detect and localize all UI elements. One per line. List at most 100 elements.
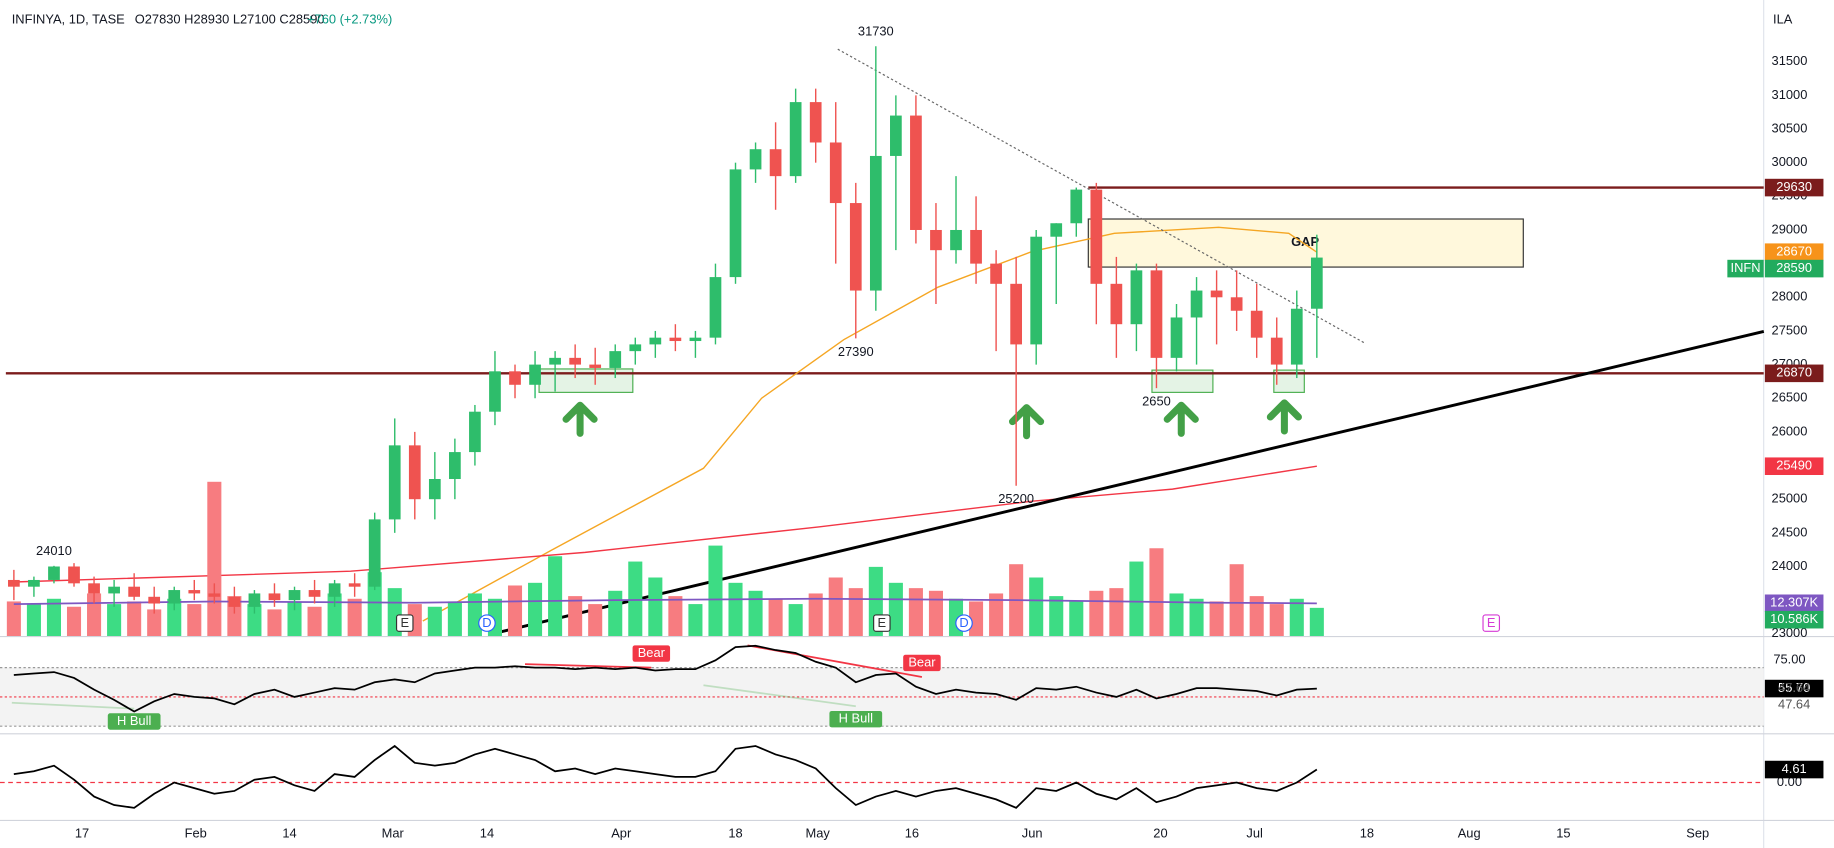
candle-body — [589, 364, 602, 368]
volume-bar — [1029, 577, 1044, 636]
y-tick-label: 24500 — [1772, 524, 1808, 539]
volume-bar — [427, 606, 442, 636]
volume-bar — [1289, 598, 1304, 636]
candle-body — [549, 357, 561, 365]
volume-bar — [347, 598, 362, 636]
volume-bar — [1169, 593, 1184, 636]
volume-bar — [668, 596, 683, 636]
gap-box — [1087, 218, 1524, 268]
axis-label-box — [1764, 457, 1824, 476]
y-tick-label: 25000 — [1772, 491, 1808, 506]
y-tick-label: 26500 — [1772, 390, 1808, 405]
candle-body — [649, 337, 662, 345]
gap-label: GAP — [1291, 234, 1319, 249]
divergence-tag — [903, 654, 941, 672]
candle-body — [709, 277, 722, 338]
axis-label-box — [1764, 259, 1824, 278]
candle-body — [869, 155, 882, 291]
volume-bar — [6, 601, 21, 636]
volume-bar — [447, 601, 462, 636]
up-arrow — [1008, 404, 1045, 440]
candle-body — [669, 337, 682, 342]
volume-bar — [989, 593, 1004, 636]
candle-body — [629, 344, 642, 352]
candle-body — [970, 229, 982, 264]
up-arrow — [1266, 399, 1302, 435]
volume-bar — [848, 588, 863, 636]
volume-bar — [1109, 588, 1124, 636]
y-tick-label: 24000 — [1772, 558, 1808, 573]
candle-body — [88, 583, 100, 594]
volume-bar — [187, 604, 202, 636]
divergence-line — [524, 663, 652, 669]
candle-body — [1130, 270, 1143, 325]
candle-body — [348, 583, 361, 587]
divergence-line — [11, 701, 135, 710]
candle-body — [388, 445, 401, 520]
volume-bar — [608, 590, 623, 636]
x-tick-label: Sep — [1686, 825, 1709, 840]
candle-body — [489, 371, 501, 412]
x-tick-label: Feb — [185, 825, 207, 840]
volume-bar — [267, 609, 282, 636]
volume-bar — [66, 606, 82, 636]
candle-body — [449, 452, 461, 480]
volume-bar — [87, 593, 102, 636]
candle-body — [1170, 317, 1183, 358]
x-tick-label: Mar — [382, 825, 405, 840]
event-icon — [873, 614, 891, 632]
axis-label: 12.307K — [1770, 595, 1818, 610]
candle-body — [1230, 297, 1243, 311]
indicator-line — [13, 644, 1317, 713]
candle-body — [228, 596, 241, 607]
candle-body — [950, 229, 962, 251]
candle-body — [990, 263, 1002, 284]
volume-bar — [888, 582, 903, 636]
candle-body — [288, 590, 301, 601]
candle-body — [1110, 283, 1123, 325]
candle-body — [1050, 223, 1063, 237]
price-annotation: 25200 — [998, 491, 1034, 506]
volume-bar — [1209, 601, 1224, 636]
y-tick-label: 23000 — [1772, 625, 1808, 640]
axis-label: 28590 — [1776, 260, 1812, 275]
candle-body — [1310, 257, 1323, 309]
divergence-tag — [632, 645, 671, 662]
volume-bar — [808, 593, 823, 636]
candle-body — [268, 593, 281, 601]
volume-bar — [788, 604, 803, 636]
x-tick-label: 17 — [75, 825, 89, 840]
candle-body — [689, 337, 702, 342]
candle-body — [148, 596, 161, 604]
x-tick-label: 16 — [905, 825, 919, 840]
candle-body — [930, 229, 942, 251]
axis-label: 47.64 — [1778, 680, 1810, 695]
price-annotation: 27390 — [838, 344, 874, 359]
price-annotation: 31730 — [858, 24, 894, 39]
volume-ma — [13, 597, 1317, 606]
volume-bar — [768, 598, 783, 636]
volume-bar — [1269, 604, 1284, 636]
candle-body — [849, 203, 862, 291]
candle-body — [469, 411, 481, 453]
price-annotation: 24010 — [36, 543, 72, 558]
candle-body — [829, 142, 842, 204]
volume-bar — [628, 561, 643, 636]
volume-bar — [46, 598, 61, 636]
volume-bar — [287, 601, 302, 636]
axis-label: 28670 — [1776, 244, 1812, 259]
volume-bar — [247, 604, 262, 636]
candle-body — [509, 371, 521, 385]
candle-body — [809, 102, 822, 143]
axis-label: 26870 — [1776, 365, 1812, 380]
volume-bar — [1149, 548, 1164, 636]
volume-bar — [307, 606, 322, 636]
x-tick-label: Apr — [611, 825, 632, 840]
volume-bar — [367, 572, 382, 636]
volume-bar — [528, 582, 543, 636]
candle-body — [1070, 189, 1083, 224]
axis-label-box — [1764, 178, 1824, 197]
axis-label-box — [1764, 594, 1824, 613]
volume-bar — [1229, 564, 1244, 636]
